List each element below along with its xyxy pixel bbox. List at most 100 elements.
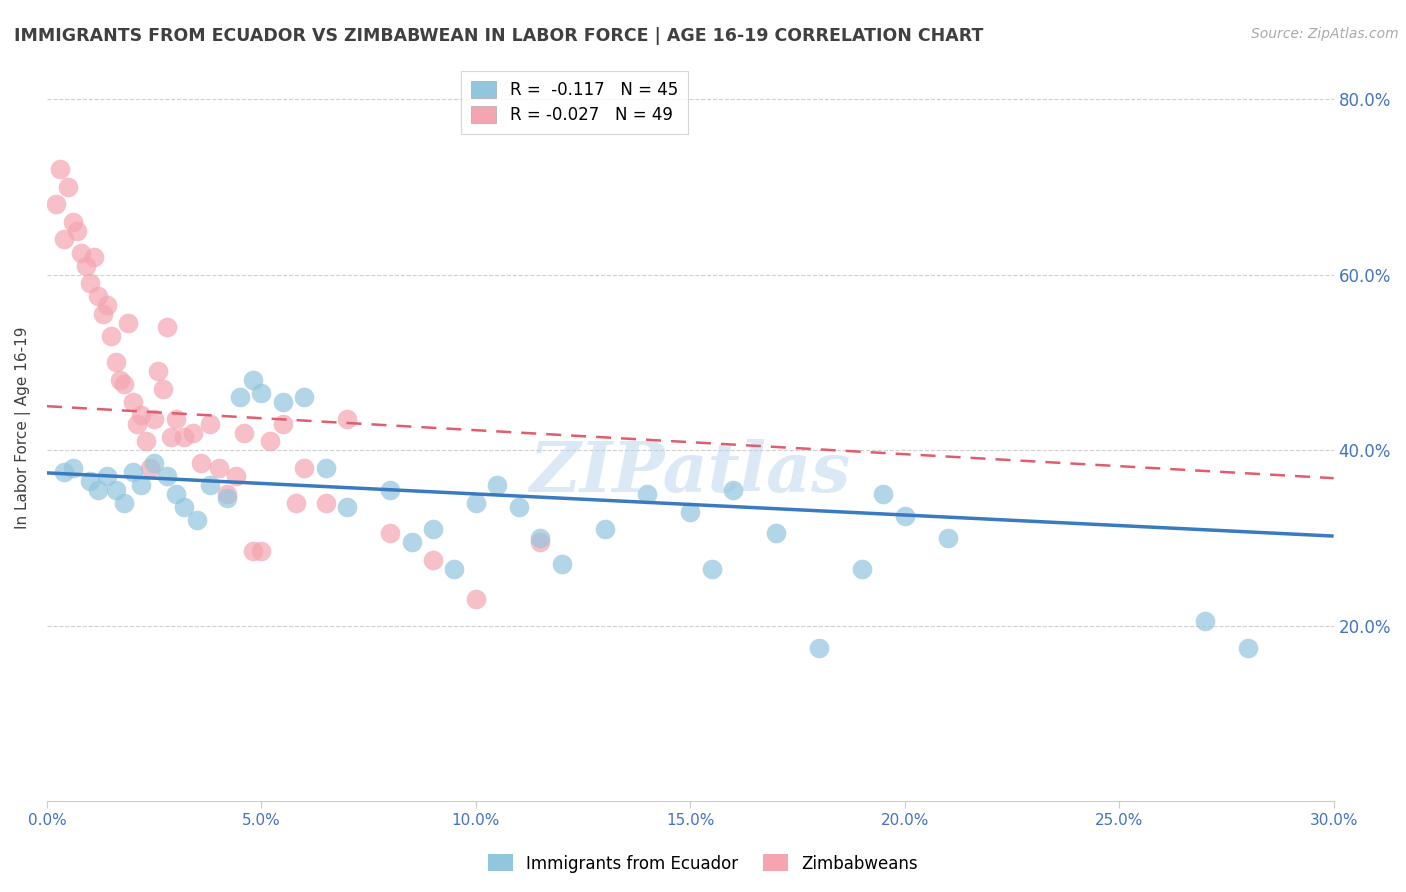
Point [139,460,162,475]
Point [217,487,239,501]
Point [87,483,110,497]
Point [936,531,959,545]
Point [250,386,273,401]
Point [229,391,252,405]
Y-axis label: In Labor Force | Age 16-19: In Labor Force | Age 16-19 [15,326,31,529]
Point [173,500,195,515]
Point [679,504,702,518]
Point [284,496,307,510]
Point [378,483,401,497]
Point [422,553,444,567]
Point [1237,640,1260,655]
Point [100,329,122,343]
Point [58,179,80,194]
Point [108,373,131,387]
Point [336,412,359,426]
Point [250,544,273,558]
Point [807,640,830,655]
Point [198,417,221,431]
Point [217,491,239,506]
Point [401,535,423,549]
Point [872,487,894,501]
Point [62,460,84,475]
Point [700,561,723,575]
Point [186,513,208,527]
Point [198,478,221,492]
Point [233,425,256,440]
Point [156,320,179,334]
Point [112,377,135,392]
Point [83,250,105,264]
Point [173,430,195,444]
Point [292,460,315,475]
Point [160,430,183,444]
Text: IMMIGRANTS FROM ECUADOR VS ZIMBABWEAN IN LABOR FORCE | AGE 16-19 CORRELATION CHA: IMMIGRANTS FROM ECUADOR VS ZIMBABWEAN IN… [14,27,983,45]
Point [550,557,572,571]
Point [165,412,187,426]
Point [135,434,157,449]
Point [121,394,143,409]
Point [271,417,294,431]
Point [893,508,915,523]
Point [165,487,187,501]
Point [62,215,84,229]
Point [378,526,401,541]
Point [336,500,359,515]
Point [117,316,139,330]
Point [45,197,67,211]
Point [486,478,509,492]
Point [66,224,89,238]
Point [49,162,72,177]
Point [96,469,118,483]
Point [181,425,204,440]
Point [315,496,337,510]
Point [851,561,873,575]
Point [593,522,616,536]
Point [636,487,658,501]
Point [529,535,551,549]
Point [112,496,135,510]
Point [225,469,247,483]
Point [104,355,127,369]
Point [53,232,76,246]
Point [271,394,294,409]
Text: ZIPatlas: ZIPatlas [530,439,851,507]
Point [1194,614,1216,628]
Point [529,531,551,545]
Point [131,478,153,492]
Point [121,465,143,479]
Point [91,307,114,321]
Point [125,417,148,431]
Point [259,434,281,449]
Point [87,289,110,303]
Point [143,456,166,470]
Point [104,483,127,497]
Point [190,456,212,470]
Legend: R =  -0.117   N = 45, R = -0.027   N = 49: R = -0.117 N = 45, R = -0.027 N = 49 [461,71,688,134]
Point [292,391,315,405]
Point [422,522,444,536]
Point [79,277,101,291]
Point [152,382,174,396]
Point [464,496,486,510]
Point [156,469,179,483]
Point [508,500,530,515]
Point [143,412,166,426]
Point [96,298,118,312]
Point [131,408,153,422]
Point [75,259,97,273]
Point [721,483,744,497]
Point [315,460,337,475]
Text: Source: ZipAtlas.com: Source: ZipAtlas.com [1251,27,1399,41]
Point [53,465,76,479]
Point [148,364,170,378]
Point [765,526,787,541]
Point [242,373,264,387]
Point [464,592,486,607]
Point [443,561,465,575]
Legend: Immigrants from Ecuador, Zimbabweans: Immigrants from Ecuador, Zimbabweans [481,847,925,880]
Point [70,245,93,260]
Point [242,544,264,558]
Point [79,474,101,488]
Point [207,460,229,475]
